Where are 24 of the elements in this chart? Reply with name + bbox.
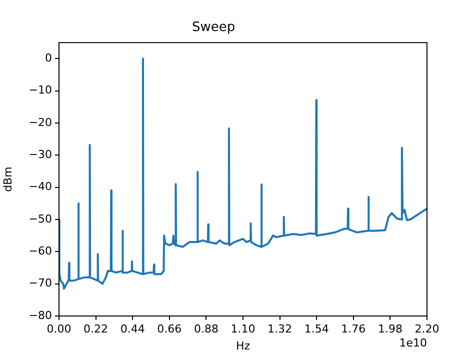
y-tick-label: −20 [28,116,52,129]
x-tick-label: 1.10 [230,322,256,336]
x-tick-label: 0.00 [46,322,72,336]
x-tick-label: 1.98 [378,322,402,336]
text: 1e10 [399,336,427,350]
y-tick-label: −40 [28,180,52,194]
x-tick-label: 1.32 [268,322,292,336]
x-tick-label: 0.66 [157,322,182,336]
x-tick-label: 1.76 [341,322,366,336]
chart-title: Sweep [192,20,236,36]
y-tick-label: −60 [28,244,52,258]
x-tick-label: 0.22 [84,322,108,336]
x-axis-title: Hz [236,339,250,352]
y-tick-label: −30 [28,148,52,162]
y-tick-label: −80 [28,308,52,322]
x-tick-label: 0.44 [120,322,145,336]
x-tick-label: 2.20 [414,322,440,336]
x-tick-label: 1.54 [304,322,329,336]
y-tick-label: −70 [28,276,52,290]
y-tick-label: −50 [28,212,52,226]
y-axis-title: dBm [1,166,14,192]
y-tick-label: 0 [45,52,52,65]
x-tick-label: 0.88 [194,322,218,336]
y-tick-label: −10 [28,84,52,97]
